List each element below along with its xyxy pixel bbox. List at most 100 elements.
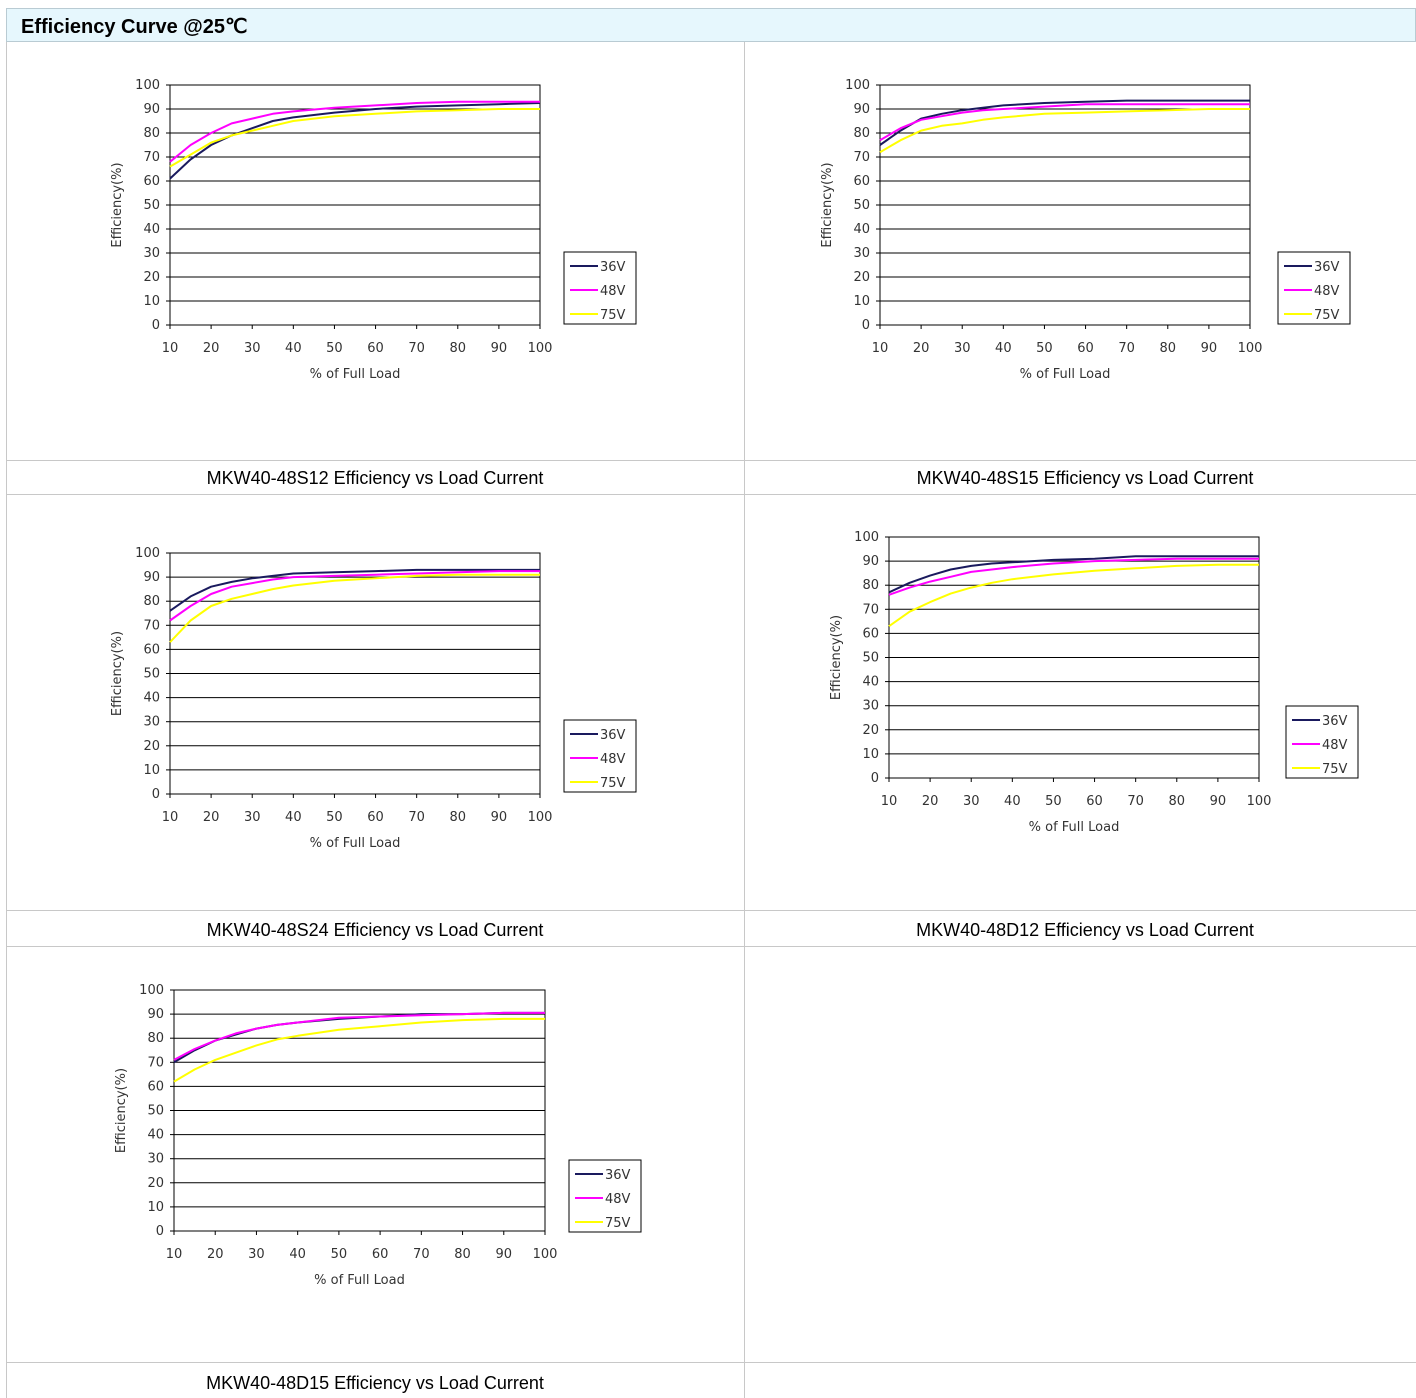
- chart-5-xtick-label-50: 50: [331, 1247, 348, 1262]
- chart-3-ytick-label-0: 0: [152, 787, 160, 802]
- chart-3-legend: [563, 719, 637, 793]
- row-divider-2: [6, 494, 1416, 495]
- table-border-left: [6, 42, 7, 1398]
- chart-1-series-36V: [169, 102, 541, 180]
- chart-caption-2: MKW40-48S15 Efficiency vs Load Current: [916, 468, 1254, 488]
- chart-5-xtick-label-40: 40: [289, 1247, 306, 1262]
- chart-3-series-75V: [169, 573, 540, 643]
- chart-2-series-36V: [879, 99, 1250, 146]
- chart-5-plot-area: [173, 989, 546, 1232]
- chart-2-ytick-label-0: 0: [862, 318, 870, 333]
- chart-5-ytick-label-20: 20: [147, 1176, 164, 1191]
- chart-5-series-48V: [173, 1011, 545, 1061]
- chart-2-ytick-label-20: 20: [853, 270, 870, 285]
- chart-1-xtick-label-70: 70: [408, 341, 425, 356]
- chart-1-xtick-label-10: 10: [162, 341, 179, 356]
- chart-1-ytick-label-50: 50: [143, 198, 160, 213]
- chart-4-series-75V: [888, 563, 1259, 628]
- chart-caption-3: MKW40-48S24 Efficiency vs Load Current: [206, 920, 544, 940]
- chart-5-xtick-label-10: 10: [166, 1247, 183, 1262]
- section-header: Efficiency Curve @25℃: [6, 8, 1416, 42]
- chart-3-xtick-label-70: 70: [408, 810, 425, 825]
- chart-1-xtick-label-100: 100: [528, 341, 553, 356]
- chart-3-ytick-label-80: 80: [143, 594, 160, 609]
- chart-3-xtick-label-10: 10: [162, 810, 179, 825]
- chart-3-xtick-label-90: 90: [491, 810, 508, 825]
- chart-5-ytick-label-80: 80: [147, 1031, 164, 1046]
- chart-1-ylabel: Efficiency(%): [110, 162, 125, 247]
- chart-2-series-48V: [879, 103, 1250, 142]
- chart-2-ytick-label-30: 30: [853, 246, 870, 261]
- chart-5-legend-label-48V: 48V: [605, 1192, 631, 1207]
- chart-2-xtick-label-80: 80: [1160, 341, 1177, 356]
- chart-3-xtick-label-60: 60: [367, 810, 384, 825]
- chart-4-xtick-label-100: 100: [1247, 794, 1272, 809]
- chart-5-ytick-label-10: 10: [147, 1200, 164, 1215]
- chart-5-ylabel: Efficiency(%): [114, 1068, 129, 1153]
- chart-1-plot-area: [169, 84, 541, 326]
- chart-2-xtick-label-60: 60: [1077, 341, 1094, 356]
- chart-5-ytick-label-0: 0: [156, 1224, 164, 1239]
- chart-5-series-75V: [173, 1017, 545, 1083]
- chart-1-ytick-label-90: 90: [143, 102, 160, 117]
- chart-4-xlabel: % of Full Load: [1029, 820, 1120, 835]
- chart-2-ytick-label-70: 70: [853, 150, 870, 165]
- chart-1-ytick-label-30: 30: [143, 246, 160, 261]
- chart-4-xtick-label-30: 30: [963, 794, 980, 809]
- chart-5-xtick-label-90: 90: [496, 1247, 513, 1262]
- chart-1-legend: [563, 251, 637, 325]
- chart-2-legend-label-36V: 36V: [1314, 260, 1340, 275]
- chart-2-ytick-label-10: 10: [853, 294, 870, 309]
- chart-1-legend-label-36V: 36V: [600, 260, 626, 275]
- chart-5-xtick-label-80: 80: [454, 1247, 471, 1262]
- chart-5-legend: [568, 1159, 642, 1233]
- chart-4-ytick-label-50: 50: [862, 651, 879, 666]
- chart-1-xtick-label-90: 90: [491, 341, 508, 356]
- chart-4-xtick-label-80: 80: [1169, 794, 1186, 809]
- chart-4-xtick-label-40: 40: [1004, 794, 1021, 809]
- chart-4-ytick-label-80: 80: [862, 578, 879, 593]
- chart-4-ytick-label-10: 10: [862, 747, 879, 762]
- section-title: Efficiency Curve @25℃: [21, 16, 248, 38]
- chart-3-legend-label-36V: 36V: [600, 728, 626, 743]
- chart-5-xtick-label-20: 20: [207, 1247, 224, 1262]
- chart-1-legend-label-75V: 75V: [600, 308, 626, 323]
- chart-1-ytick-label-20: 20: [143, 270, 160, 285]
- chart-4-ytick-label-20: 20: [862, 723, 879, 738]
- chart-1-ytick-label-80: 80: [143, 126, 160, 141]
- chart-3-ytick-label-90: 90: [143, 570, 160, 585]
- chart-4-legend: [1285, 705, 1359, 779]
- chart-4-xtick-label-60: 60: [1086, 794, 1103, 809]
- chart-3-ytick-label-40: 40: [143, 691, 160, 706]
- chart-1-ytick-label-100: 100: [135, 78, 160, 93]
- chart-3-ytick-label-60: 60: [143, 642, 160, 657]
- chart-2-ytick-label-40: 40: [853, 222, 870, 237]
- chart-2-legend-label-75V: 75V: [1314, 308, 1340, 323]
- chart-5-ytick-label-60: 60: [147, 1079, 164, 1094]
- chart-2-ylabel: Efficiency(%): [820, 162, 835, 247]
- row-divider-5: [6, 1362, 1416, 1363]
- chart-1-xtick-label-80: 80: [450, 341, 467, 356]
- chart-2-xlabel: % of Full Load: [1020, 367, 1111, 382]
- chart-2-xtick-label-20: 20: [913, 341, 930, 356]
- chart-4-legend-label-75V: 75V: [1322, 762, 1348, 777]
- chart-2-ytick-label-60: 60: [853, 174, 870, 189]
- chart-2-ytick-label-100: 100: [845, 78, 870, 93]
- chart-3-xtick-label-50: 50: [326, 810, 343, 825]
- chart-3-ytick-label-50: 50: [143, 667, 160, 682]
- chart-3-ylabel: Efficiency(%): [110, 631, 125, 716]
- chart-3-ytick-label-10: 10: [143, 763, 160, 778]
- chart-1-xtick-label-50: 50: [326, 341, 343, 356]
- chart-4-legend-label-48V: 48V: [1322, 738, 1348, 753]
- chart-5-xlabel: % of Full Load: [314, 1273, 405, 1288]
- chart-5-xtick-label-100: 100: [533, 1247, 558, 1262]
- chart-1-ytick-label-70: 70: [143, 150, 160, 165]
- chart-1-xtick-label-60: 60: [367, 341, 384, 356]
- chart-3-xtick-label-80: 80: [450, 810, 467, 825]
- chart-3-series-36V: [169, 568, 540, 612]
- chart-2-xtick-label-10: 10: [872, 341, 889, 356]
- chart-2-plot-area: [879, 84, 1251, 326]
- chart-3-plot-area: [169, 552, 541, 795]
- chart-3-legend-label-48V: 48V: [600, 752, 626, 767]
- chart-3-xtick-label-20: 20: [203, 810, 220, 825]
